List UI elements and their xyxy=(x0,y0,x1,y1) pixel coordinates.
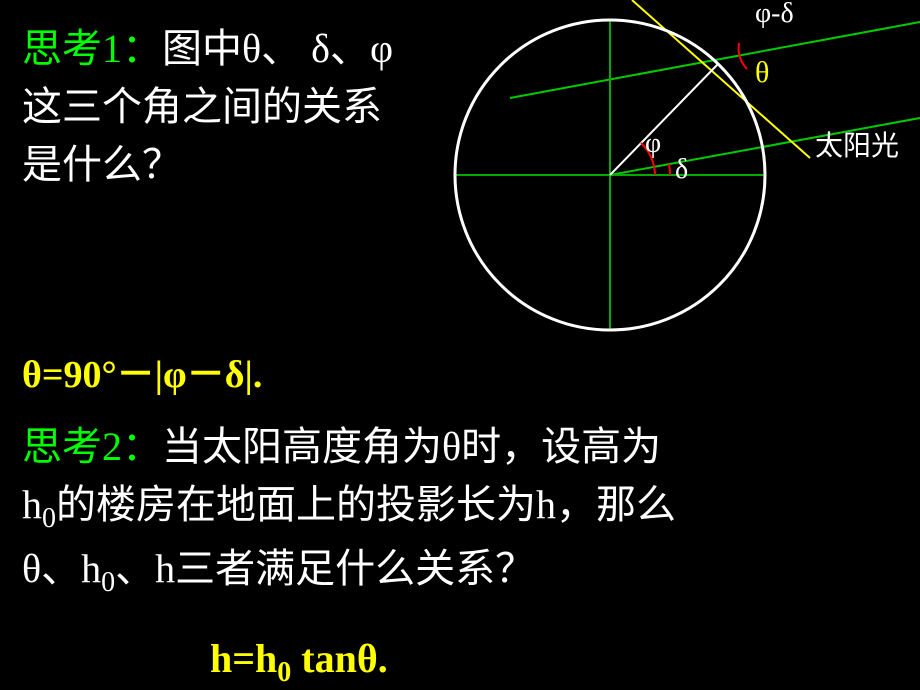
label-sunlight: 太阳光 xyxy=(815,130,899,162)
label-theta: θ xyxy=(755,56,769,89)
label-phi-delta: φ-δ xyxy=(755,0,794,29)
question-1-label: 思考1： xyxy=(22,26,162,71)
question-2-line3sub: 0 xyxy=(101,567,115,598)
question-2: 思考2：当太阳高度角为θ时，设高为 h0的楼房在地面上的投影长为h，那么 θ、h… xyxy=(22,418,902,603)
geometry-diagram: φ δ θ φ-δ 太阳光 xyxy=(400,0,920,340)
question-2-line3a: θ、h xyxy=(22,546,101,591)
question-2-line2sub: 0 xyxy=(42,503,56,534)
question-2-line3b: 、h三者满足什么关系？ xyxy=(115,546,535,591)
slide: 思考1：图中θ、 δ、φ这三个角之间的关系是什么？ θ=90°－|φ－δ|. 思… xyxy=(0,0,920,690)
label-delta: δ xyxy=(675,154,688,185)
formula-2-b: tanθ. xyxy=(291,636,387,681)
question-2-line1: 当太阳高度角为θ时，设高为 xyxy=(162,424,661,469)
label-phi: φ xyxy=(645,128,661,159)
formula-2-a: h=h xyxy=(210,636,277,681)
arc-delta xyxy=(669,164,670,175)
formula-2-sub: 0 xyxy=(277,657,291,688)
formula-2: h=h0 tanθ. xyxy=(210,630,388,690)
question-1: 思考1：图中θ、 δ、φ这三个角之间的关系是什么？ xyxy=(22,20,402,194)
question-2-label: 思考2： xyxy=(22,424,162,469)
arc-theta xyxy=(739,43,747,69)
question-2-line2a: h xyxy=(22,482,42,527)
formula-1: θ=90°－|φ－δ|. xyxy=(22,348,262,403)
question-2-line2b: 的楼房在地面上的投影长为h，那么 xyxy=(56,482,676,527)
